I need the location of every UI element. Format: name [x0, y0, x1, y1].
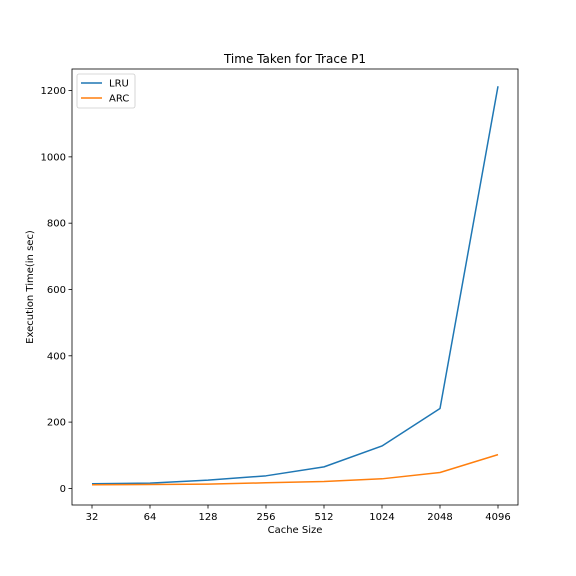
legend-label-lru: LRU: [109, 79, 129, 90]
x-tick-label: 64: [144, 512, 157, 523]
series-line-arc: [91, 453, 499, 486]
x-tick-label: 128: [198, 512, 217, 523]
y-tick-label: 600: [47, 285, 66, 296]
legend: LRU ARC: [76, 73, 136, 109]
y-tick-label: 1200: [41, 86, 66, 97]
y-tick-label: 400: [47, 351, 66, 362]
chart-title: Time Taken for Trace P1: [223, 52, 366, 66]
x-tick-label: 1024: [369, 512, 394, 523]
legend-label-arc: ARC: [109, 94, 129, 105]
x-axis-label: Cache Size: [268, 525, 323, 536]
x-tick-label: 32: [86, 512, 99, 523]
x-tick-label: 4096: [485, 512, 510, 523]
y-tick-label: 1000: [41, 152, 66, 163]
y-tick-label: 200: [47, 418, 66, 429]
plot-area-frame: [71, 68, 519, 506]
x-tick-label: 512: [314, 512, 333, 523]
y-tick-label: 0: [60, 484, 66, 495]
series-line-lru: [91, 86, 499, 485]
x-tick-label: 256: [256, 512, 275, 523]
y-axis-label: Execution Time(in sec): [25, 230, 36, 344]
x-tick-label: 2048: [427, 512, 452, 523]
y-tick-label: 800: [47, 219, 66, 230]
